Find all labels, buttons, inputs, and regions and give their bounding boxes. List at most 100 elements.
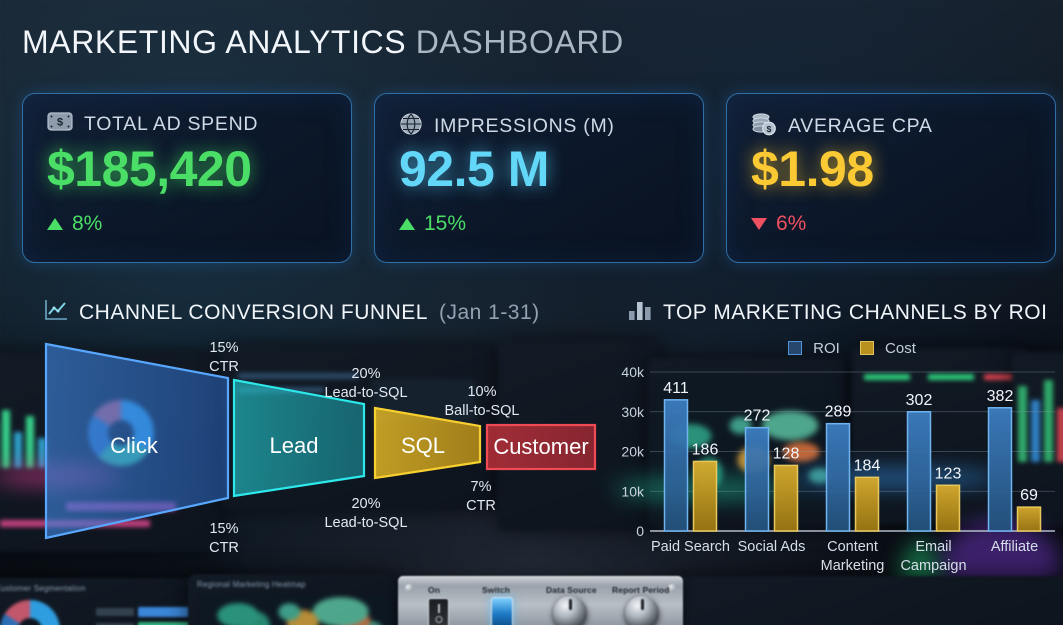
- globe-icon: [399, 112, 423, 141]
- svg-text:CTR: CTR: [209, 540, 239, 556]
- page-title-primary: MARKETING ANALYTICS: [22, 24, 407, 60]
- svg-text:7%: 7%: [471, 479, 492, 495]
- funnel-stage-label-sql: SQL: [401, 433, 445, 458]
- panel-screw-left: [405, 584, 413, 592]
- hardware-control-panel[interactable]: On Switch Data Source Report Period: [398, 576, 683, 625]
- kpi-title-average-cpa: AVERAGE CPA: [788, 115, 933, 137]
- funnel-section-header: CHANNEL CONVERSION FUNNEL (Jan 1-31): [44, 299, 540, 327]
- svg-text:Lead-to-SQL: Lead-to-SQL: [324, 385, 407, 401]
- svg-text:$: $: [57, 117, 63, 129]
- svg-text:CTR: CTR: [466, 498, 496, 514]
- kpi-delta-total-ad-spend: 8%: [47, 212, 102, 236]
- arrow-down-icon: [751, 218, 767, 230]
- page-title-secondary: DASHBOARD: [415, 24, 624, 60]
- svg-text:CTR: CTR: [209, 359, 239, 375]
- svg-text:Lead-to-SQL: Lead-to-SQL: [324, 515, 407, 531]
- legend-label-cost: Cost: [885, 340, 916, 357]
- bar-cost[interactable]: [692, 460, 718, 532]
- x-axis-category-label: Email: [915, 539, 951, 555]
- kpi-header-total-ad-spend: $ TOTAL AD SPEND: [47, 112, 258, 136]
- banknote-icon: $: [47, 112, 73, 136]
- funnel-stage-sql[interactable]: SQL: [373, 406, 482, 480]
- funnel-annotation-top-2: 20% Lead-to-SQL: [324, 366, 407, 401]
- bar-value-label: 128: [773, 445, 800, 462]
- arrow-up-icon: [47, 218, 63, 230]
- funnel-stage-click[interactable]: Click: [44, 342, 230, 540]
- funnel-stage-customer[interactable]: Customer: [485, 423, 597, 471]
- kpi-delta-average-cpa: 6%: [751, 212, 806, 236]
- x-axis-category-label: Campaign: [900, 558, 966, 574]
- svg-text:15%: 15%: [209, 340, 238, 356]
- funnel-annotation-bottom-1: 15% CTR: [209, 521, 239, 556]
- x-axis-category-label: Marketing: [821, 558, 885, 574]
- kpi-delta-value-average-cpa: 6%: [776, 212, 807, 235]
- bar-cost[interactable]: [854, 476, 880, 532]
- kpi-card-total-ad-spend[interactable]: $ TOTAL AD SPEND $185,420 8%: [22, 93, 352, 263]
- x-axis-category-label: Social Ads: [738, 539, 806, 555]
- svg-text:20%: 20%: [351, 496, 380, 512]
- kpi-value-total-ad-spend: $185,420: [47, 141, 252, 197]
- bar-roi[interactable]: [825, 422, 851, 532]
- kpi-header-average-cpa: $ AVERAGE CPA: [751, 112, 933, 141]
- kpi-title-total-ad-spend: TOTAL AD SPEND: [84, 112, 259, 135]
- arrow-up-icon: [399, 218, 415, 230]
- y-axis-tick: 40k: [621, 364, 645, 380]
- svg-text:10%: 10%: [467, 384, 496, 400]
- funnel-annotation-top-3: 10% Ball-to-SQL: [445, 384, 520, 419]
- bar-chart-icon: [628, 299, 652, 327]
- illuminated-switch[interactable]: [491, 597, 513, 625]
- legend-swatch-cost: [859, 341, 874, 355]
- bar-value-label: 382: [987, 388, 1014, 405]
- bar-cost[interactable]: [935, 484, 961, 532]
- kpi-value-impressions: 92.5 M: [399, 141, 549, 197]
- kpi-value-average-cpa: $1.98: [751, 141, 874, 197]
- y-axis-tick: 20k: [621, 444, 645, 460]
- desk-monitor-heatmap: Regional Marketing Heatmap: [188, 574, 400, 625]
- legend-item-cost[interactable]: Cost: [859, 340, 916, 357]
- bar-roi[interactable]: [987, 407, 1013, 532]
- kpi-delta-value-impressions: 15%: [424, 212, 467, 235]
- x-axis-category-label: Content: [827, 539, 878, 555]
- bar-roi[interactable]: [906, 411, 932, 532]
- legend-label-roi: ROI: [813, 340, 840, 357]
- report-period-knob[interactable]: [625, 596, 659, 625]
- control-label-report-period: Report Period: [612, 585, 670, 595]
- kpi-card-impressions[interactable]: IMPRESSIONS (M) 92.5 M 15%: [374, 93, 704, 263]
- desk-monitor-segmentation-title: Customer Segmentation: [0, 584, 86, 593]
- funnel-stage-label-customer: Customer: [493, 434, 588, 459]
- bar-cost[interactable]: [1016, 506, 1042, 532]
- legend-swatch-roi: [788, 341, 802, 355]
- bar-value-label: 184: [854, 457, 881, 474]
- roi-chart-legend: ROI Cost: [788, 340, 916, 357]
- y-axis-tick: 10k: [621, 483, 645, 499]
- funnel-stage-label-lead: Lead: [270, 433, 319, 458]
- kpi-delta-impressions: 15%: [399, 212, 466, 236]
- svg-text:$: $: [767, 124, 772, 134]
- page-title: MARKETING ANALYTICS DASHBOARD: [22, 24, 624, 61]
- coin-stack-icon: $: [751, 112, 777, 141]
- funnel-stage-lead[interactable]: Lead: [232, 378, 366, 498]
- data-source-knob[interactable]: [553, 596, 587, 625]
- funnel-annotation-bottom-2: 20% Lead-to-SQL: [324, 496, 407, 531]
- y-axis-tick: 0: [636, 523, 644, 539]
- bar-value-label: 272: [744, 408, 771, 425]
- bar-cost[interactable]: [773, 464, 799, 532]
- kpi-card-average-cpa[interactable]: $ AVERAGE CPA $1.98 6%: [726, 93, 1056, 263]
- control-label-data-source: Data Source: [546, 585, 597, 595]
- kpi-title-impressions: IMPRESSIONS (M): [434, 115, 615, 137]
- svg-text:20%: 20%: [351, 366, 380, 382]
- funnel-annotation-bottom-3: 7% CTR: [466, 479, 496, 514]
- legend-item-roi[interactable]: ROI: [788, 340, 840, 357]
- control-label-on: On: [428, 585, 441, 595]
- line-chart-icon: [44, 299, 68, 327]
- bar-value-label: 123: [935, 465, 962, 482]
- conversion-funnel-chart: Click Lead SQL Customer 15% CTR 20% Lead…: [44, 340, 597, 556]
- y-axis-tick: 30k: [621, 404, 645, 420]
- bar-value-label: 69: [1020, 487, 1038, 504]
- roi-bar-chart: 0 10k 20k 30k 40k 411 186 Paid Search 272 128 Soci…: [621, 364, 1055, 574]
- power-rocker-switch[interactable]: [428, 598, 449, 625]
- kpi-delta-value-total-ad-spend: 8%: [72, 212, 103, 235]
- x-axis-category-label: Affiliate: [991, 539, 1038, 555]
- bar-roi[interactable]: [744, 426, 770, 532]
- bar-roi[interactable]: [663, 399, 689, 532]
